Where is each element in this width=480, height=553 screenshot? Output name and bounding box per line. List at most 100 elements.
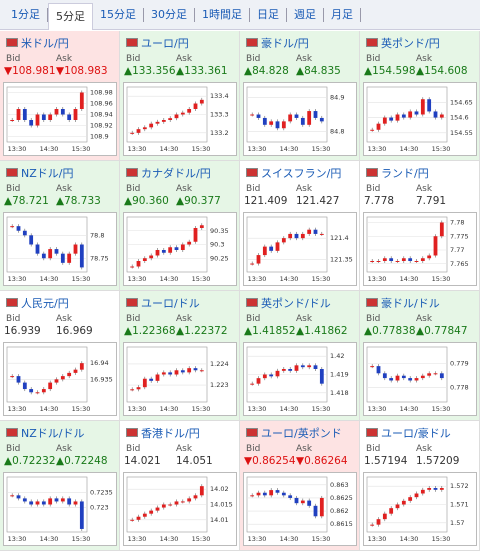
pair-link[interactable]: 英ポンド/円 (366, 35, 440, 51)
tab[interactable]: 1時間足 (195, 7, 250, 22)
bid-value: 1.57194 (364, 455, 408, 467)
candle (60, 109, 65, 115)
pair-link[interactable]: 香港ドル/円 (126, 425, 200, 441)
tab[interactable]: 15分足 (93, 7, 144, 22)
candle (288, 114, 293, 122)
y-tick-label: 0.8625 (330, 494, 353, 502)
bid-value: ▲84.828 (244, 65, 289, 77)
pair-link[interactable]: ランド/円 (366, 165, 429, 181)
candle (155, 121, 160, 124)
candle (155, 507, 160, 511)
candle (256, 114, 261, 118)
candle (41, 114, 46, 120)
candle (54, 379, 59, 383)
rate-panel: ユーロ/ドル Bid Ask ▲1.22368 ▲1.22372 1.224 1.223 13… (120, 291, 240, 421)
x-tick-label: 13:30 (128, 275, 147, 283)
pair-link[interactable]: ユーロ/英ポンド (246, 425, 342, 441)
candle (199, 99, 204, 104)
ask-label: Ask (176, 444, 193, 454)
ask-label: Ask (296, 444, 313, 454)
bid-label: Bid (6, 314, 21, 324)
tab[interactable]: 5分足 (48, 3, 93, 30)
candle (319, 497, 324, 517)
bid-value: ▲154.598 (364, 65, 416, 77)
tab[interactable]: 週足 (287, 7, 324, 22)
x-tick-label: 14:30 (400, 145, 419, 153)
ask-value: ▼0.86264 (296, 455, 348, 467)
pair-link[interactable]: 米ドル/円 (6, 35, 69, 51)
x-tick-label: 13:30 (8, 145, 27, 153)
y-tick-label: 133.4 (210, 92, 229, 100)
candle (420, 489, 425, 494)
bid-label: Bid (6, 444, 21, 454)
candle (155, 250, 160, 256)
chart-frame (3, 82, 117, 156)
y-tick-label: 90.3 (210, 241, 224, 249)
candle (48, 498, 53, 505)
candle (250, 383, 255, 385)
pair-link[interactable]: NZドル/円 (6, 165, 73, 181)
candle (161, 250, 166, 253)
pair-link[interactable]: 豪ドル/ドル (366, 295, 440, 311)
candle (79, 501, 84, 529)
pair-link[interactable]: 人民元/円 (6, 295, 69, 311)
y-tick-label: 16.94 (90, 359, 109, 367)
candle (281, 238, 286, 243)
y-tick-label: 121.4 (330, 234, 349, 242)
x-tick-label: 14:30 (40, 275, 59, 283)
candle (73, 109, 78, 120)
ask-label: Ask (56, 54, 73, 64)
ask-value: ▲84.835 (296, 65, 341, 77)
rate-panel: ユーロ/英ポンド Bid Ask ▼0.86254 ▼0.86264 0.863 0.862… (240, 421, 360, 551)
x-tick-label: 13:30 (8, 275, 27, 283)
y-tick-label: 108.9 (90, 133, 109, 141)
rate-panel: ユーロ/円 Bid Ask ▲133.356 ▲133.361 133.4 133.3 133… (120, 31, 240, 161)
candle (193, 103, 198, 109)
bid-label: Bid (246, 314, 261, 324)
x-tick-label: 15:30 (192, 405, 211, 413)
bid-label: Bid (126, 314, 141, 324)
tab[interactable]: 日足 (250, 7, 287, 22)
tab[interactable]: 1分足 (4, 7, 48, 22)
candle (130, 389, 135, 391)
candle (142, 127, 147, 130)
tab[interactable]: 月足 (324, 7, 361, 22)
tab-bar: 1分足 5分足 15分足 30分足 1時間足 日足 週足 月足 (0, 0, 480, 30)
pair-link[interactable]: スイスフラン/円 (246, 165, 341, 181)
candle (35, 114, 40, 126)
bid-value: 121.409 (244, 195, 288, 207)
candle (130, 266, 135, 268)
x-tick-label: 14:30 (400, 405, 419, 413)
pair-link[interactable]: カナダドル/円 (126, 165, 211, 181)
candle (168, 118, 173, 120)
mini-chart: 108.98 108.96 108.94 108.92 108.9 13:30 14:30 1… (3, 82, 117, 156)
candle (376, 366, 381, 374)
candle (420, 99, 425, 115)
pair-link[interactable]: ユーロ/豪ドル (366, 425, 451, 441)
ask-label: Ask (176, 314, 193, 324)
x-tick-label: 14:30 (40, 145, 59, 153)
candle (370, 261, 375, 262)
pair-link[interactable]: ユーロ/円 (126, 35, 189, 51)
rate-panel: 香港ドル/円 Bid Ask 14.021 14.051 14.02 14.015 14.01… (120, 421, 240, 551)
pair-link[interactable]: NZドル/ドル (6, 425, 84, 441)
y-tick-label: 154.6 (450, 114, 469, 122)
candle (281, 369, 286, 371)
x-tick-label: 14:30 (160, 275, 179, 283)
mini-chart: 121.4 121.35 13:30 14:30 15:30 (243, 212, 357, 286)
pair-link[interactable]: 豪ドル/円 (246, 35, 309, 51)
candle (54, 109, 59, 115)
chart-frame (3, 472, 117, 546)
pair-link[interactable]: ユーロ/ドル (126, 295, 200, 311)
candle (48, 382, 53, 390)
mini-chart: 1.572 1.571 1.57 13:30 14:30 15:30 (363, 472, 477, 546)
pair-link[interactable]: 英ポンド/ドル (246, 295, 331, 311)
candle (35, 392, 40, 394)
candle (262, 117, 267, 125)
candle (408, 378, 413, 381)
bid-label: Bid (366, 314, 381, 324)
candle (313, 505, 318, 517)
candle (420, 375, 425, 379)
tab[interactable]: 30分足 (144, 7, 195, 22)
